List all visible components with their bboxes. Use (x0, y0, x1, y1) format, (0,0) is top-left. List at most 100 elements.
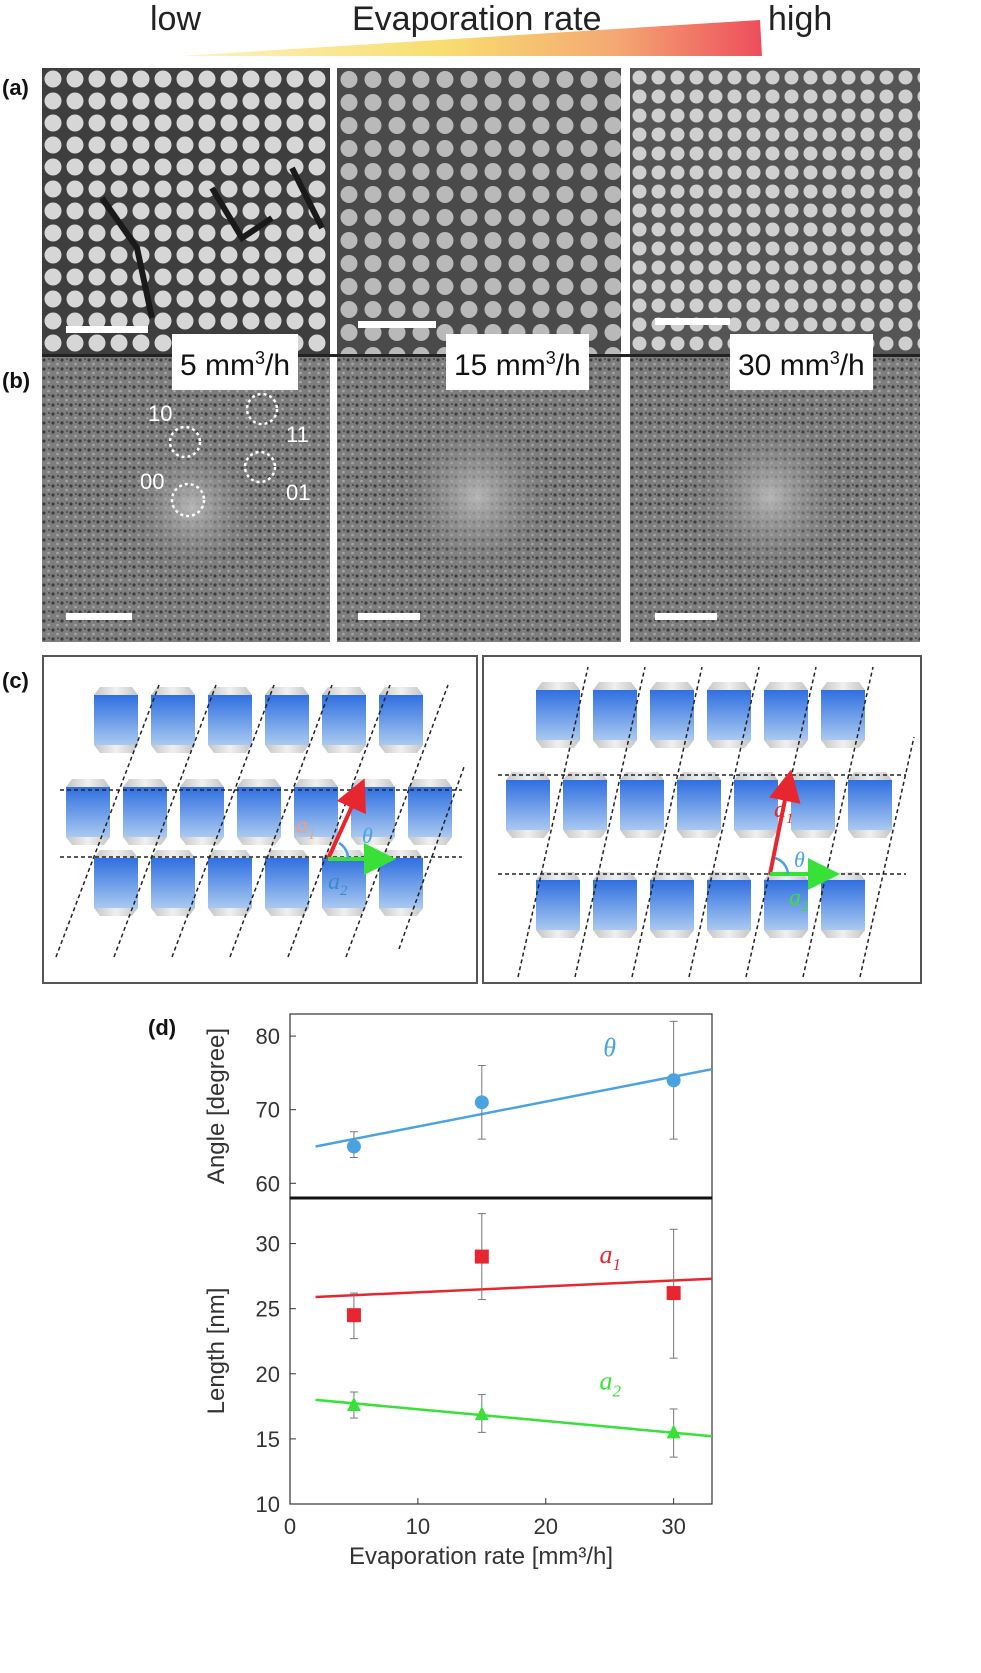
nanocube (322, 687, 366, 753)
panel-label-d: (d) (148, 1015, 177, 1040)
data-point (346, 1139, 361, 1154)
nanocube (734, 772, 778, 838)
vector-a1-arrow (768, 769, 801, 875)
x-tick-label: 0 (284, 1514, 296, 1539)
scale-bar (655, 613, 717, 620)
nanocube (677, 772, 721, 838)
fft-image-15 (337, 357, 621, 642)
evaporation-rate-title: Evaporation rate (352, 0, 602, 38)
theta-arc (338, 841, 350, 860)
series-label: a2 (599, 1366, 621, 1400)
nanocube (536, 872, 580, 938)
y-tick-label: 25 (256, 1297, 280, 1322)
fft-spot-label: 11 (286, 422, 309, 447)
theta-arc (774, 856, 790, 875)
sem-image-15 (337, 68, 621, 354)
data-point (474, 1249, 489, 1264)
y-axis-label-length: Length [nm] (203, 1288, 230, 1415)
nanocube (764, 682, 808, 748)
sem-image-30 (630, 68, 920, 354)
scale-bar (655, 318, 730, 325)
panel-label-a: (a) (2, 75, 29, 100)
nanocube (151, 687, 195, 753)
series-label: θ (603, 1033, 616, 1062)
series-label: a1 (599, 1240, 621, 1274)
lattice-line (398, 766, 465, 950)
data-point (346, 1397, 361, 1412)
nanocube (821, 872, 865, 938)
fit-line (315, 1277, 713, 1299)
theta-label: θ (362, 823, 373, 848)
theta-label: θ (794, 847, 805, 872)
data-point (474, 1095, 489, 1110)
y-tick-label: 60 (256, 1171, 280, 1196)
low-label: low (150, 0, 202, 38)
nanocube (821, 682, 865, 748)
lattice-diagram-low: a1 a2 θ (42, 655, 478, 984)
scale-bar (66, 326, 148, 333)
fft-spot-label: 00 (140, 469, 164, 494)
nanocube (379, 687, 423, 753)
x-axis-label: Evaporation rate [mm³/h] (349, 1543, 613, 1570)
nanocube (94, 850, 138, 916)
data-point (666, 1286, 681, 1301)
nanocube (123, 779, 167, 845)
y-tick-label: 80 (256, 1024, 280, 1049)
nanocube (237, 779, 281, 845)
panel-label-b: (b) (2, 368, 31, 393)
fft-spot-label: 01 (286, 480, 310, 505)
fit-line (315, 1067, 713, 1148)
y-axis-label-angle: Angle [degree] (203, 1028, 230, 1184)
panel-label-c: (c) (2, 668, 29, 693)
nanocube (408, 779, 452, 845)
nanocube (506, 772, 550, 838)
lattice-line (802, 666, 874, 978)
x-tick-label: 30 (661, 1514, 685, 1539)
scale-bar (358, 613, 420, 620)
nanocube (208, 687, 252, 753)
high-label: high (768, 0, 833, 38)
lattice-line (688, 666, 760, 978)
nanocube (265, 687, 309, 753)
lattice-line (745, 666, 817, 978)
lattice-line (574, 666, 646, 978)
nanocube (351, 779, 395, 845)
nanocube (66, 779, 110, 845)
nanocube (265, 850, 309, 916)
nanocube (294, 779, 338, 845)
data-point (666, 1424, 681, 1439)
nanocube (593, 872, 637, 938)
lattice-line (631, 666, 703, 978)
nanocube (848, 772, 892, 838)
y-tick-label: 15 (256, 1427, 280, 1452)
x-tick-label: 10 (406, 1514, 430, 1539)
rate-label-30: 30 mm3/h (730, 334, 873, 390)
nanocube (791, 772, 835, 838)
plot-frame-bottom (289, 1197, 713, 1505)
fft-spot-label: 10 (148, 401, 172, 426)
nanocube (94, 687, 138, 753)
nanocube (379, 850, 423, 916)
rate-label-15: 15 mm3/h (446, 334, 589, 390)
data-point (474, 1406, 489, 1421)
fit-line (315, 1398, 713, 1438)
a1-label: a1 (774, 797, 794, 827)
lattice-line (859, 736, 915, 978)
lattice-diagram-high: a1 a2 θ (482, 655, 922, 984)
scale-bar (66, 613, 132, 620)
gradient-wedge (180, 20, 762, 56)
sem-image-5 (42, 68, 330, 354)
fft-image-5: 10 11 00 01 (42, 357, 330, 642)
data-point (346, 1308, 361, 1323)
plot-frame-top (289, 1013, 713, 1199)
y-tick-label: 70 (256, 1098, 280, 1123)
nanocube (208, 850, 252, 916)
nanocube (650, 682, 694, 748)
data-point (666, 1073, 681, 1088)
lattice-line (517, 666, 589, 978)
scale-bar (358, 321, 436, 328)
vector-a1-arrow (326, 778, 366, 860)
nanocube (707, 872, 751, 938)
nanocube (151, 850, 195, 916)
